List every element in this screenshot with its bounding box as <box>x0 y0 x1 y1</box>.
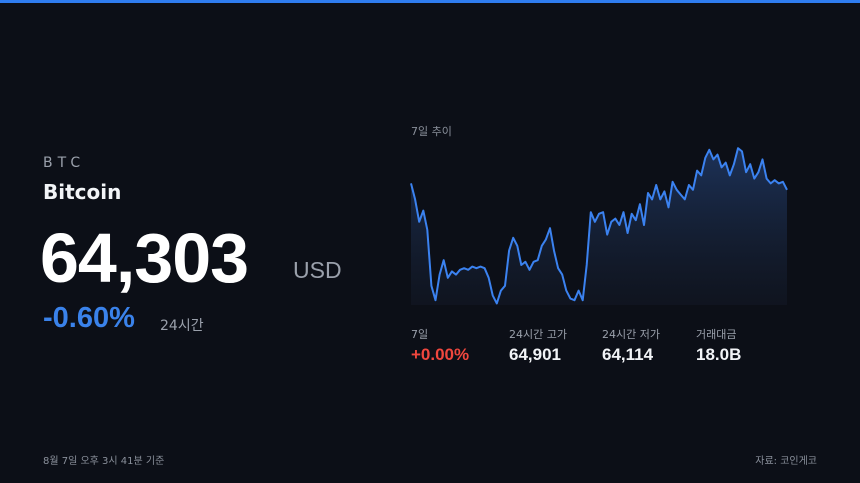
area <box>411 148 787 305</box>
top-bar <box>0 0 860 3</box>
stat-value: 64,901 <box>509 345 561 364</box>
stat-value: +0.00% <box>411 345 470 364</box>
source: 자료: 코인게코 <box>755 456 817 467</box>
stat-label: 거래대금 <box>696 328 737 341</box>
change-period: 24시간 <box>160 318 204 334</box>
price: 64,303 <box>40 219 249 297</box>
timestamp: 8월 7일 오후 3시 41분 기준 <box>43 456 165 467</box>
stat-value: 64,114 <box>602 345 654 364</box>
symbol: BTC <box>43 155 86 171</box>
stat-label: 24시간 고가 <box>509 328 567 341</box>
price-line <box>410 147 788 305</box>
stat-value: 18.0B <box>696 345 742 364</box>
asset-name: Bitcoin <box>43 180 122 204</box>
chart-title: 7일 추이 <box>411 125 452 138</box>
stat-label: 7일 <box>411 328 429 341</box>
currency: USD <box>293 257 342 283</box>
stat-label: 24시간 저가 <box>602 328 660 341</box>
change: -0.60% <box>43 302 135 334</box>
